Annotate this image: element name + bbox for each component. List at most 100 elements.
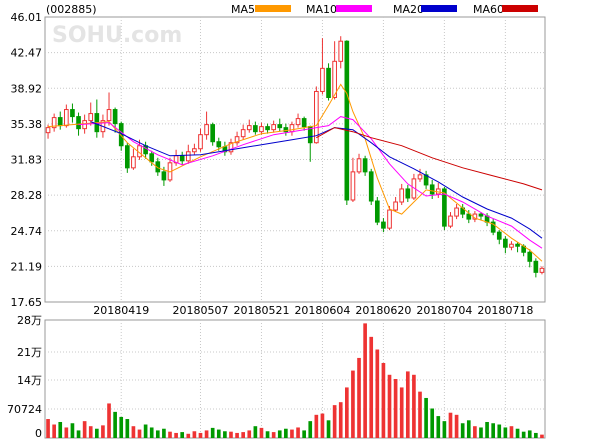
volume-bar: [46, 419, 50, 438]
candle: [210, 122, 216, 146]
volume-grid: [45, 320, 545, 438]
candle-body: [301, 118, 307, 128]
volume-bar: [192, 431, 197, 438]
volume-bar: [320, 413, 325, 438]
price-y-tick-label: 46.01: [11, 11, 43, 24]
legend-ma5-swatch: [255, 5, 291, 12]
volume-bar: [540, 434, 544, 438]
volume-bar: [155, 430, 160, 438]
candle: [259, 122, 264, 135]
candle-body: [429, 184, 435, 195]
candle: [106, 92, 112, 126]
volume-bar: [338, 402, 343, 438]
candle-body: [490, 221, 496, 233]
volume-bar: [314, 414, 319, 438]
volume-bar: [162, 428, 166, 438]
candle-body: [405, 188, 411, 199]
candle-body: [399, 188, 405, 203]
candle: [131, 148, 136, 170]
candle: [265, 123, 270, 134]
candle: [167, 157, 173, 182]
candle: [503, 236, 508, 254]
volume-bar: [204, 430, 209, 438]
volume-bar: [174, 432, 178, 438]
volume-bar: [131, 426, 136, 438]
volume-bar: [473, 426, 477, 438]
candle: [70, 103, 75, 123]
candle-body: [271, 124, 276, 131]
x-tick-label: 20180604: [294, 304, 350, 317]
candle: [307, 125, 313, 162]
volume-bar: [107, 403, 111, 438]
candlestick-series: [45, 36, 545, 278]
watermark: SOHU.com: [52, 23, 182, 48]
candle-body: [442, 188, 447, 227]
candle-body: [240, 129, 246, 138]
volume-bar: [76, 430, 81, 438]
candle-body: [216, 141, 222, 148]
volume-y-axis: 28万 21万 14万 70724 0: [7, 314, 42, 440]
candle-body: [478, 213, 484, 217]
candle: [246, 119, 252, 133]
candle-body: [106, 109, 112, 122]
x-tick-label: 20180419: [93, 304, 149, 317]
candle: [527, 249, 533, 268]
candle-body: [448, 215, 453, 227]
candle: [57, 111, 63, 130]
candle-body: [362, 158, 368, 173]
candle: [405, 184, 411, 203]
candle: [234, 131, 240, 146]
candle-body: [246, 125, 252, 131]
candle-body: [198, 134, 203, 150]
volume-bar: [436, 416, 441, 438]
candle: [496, 230, 502, 245]
candle-body: [210, 124, 216, 143]
volume-bar: [284, 428, 288, 438]
volume-bar: [64, 427, 69, 438]
candle: [423, 170, 429, 189]
candle-body: [326, 67, 331, 98]
volume-bar: [479, 427, 483, 438]
candle-body: [253, 125, 258, 133]
volume-y-tick-label: 70724: [7, 403, 42, 416]
candle-body: [283, 127, 289, 133]
candle-body: [332, 60, 337, 98]
candle: [429, 179, 435, 199]
volume-bar: [119, 416, 124, 438]
candle: [393, 196, 398, 213]
candle-body: [417, 174, 423, 180]
price-grid: [45, 17, 545, 302]
candle: [277, 118, 283, 132]
volume-bar: [101, 425, 105, 438]
volume-bar: [247, 430, 252, 438]
candle-body: [88, 113, 94, 122]
price-y-tick-label: 24.74: [11, 225, 43, 238]
candle-body: [179, 155, 185, 162]
candle: [338, 36, 344, 69]
volume-bar: [70, 423, 75, 438]
candle: [509, 241, 514, 251]
price-y-axis: 46.01 42.47 38.92 35.38 31.83 28.28 24.74 21.19…: [11, 11, 43, 309]
volume-bar: [412, 374, 416, 438]
volume-bar: [442, 421, 447, 438]
ma-line-ma20: [90, 121, 543, 239]
volume-bar: [216, 429, 221, 438]
volume-bar: [277, 430, 282, 438]
candle-body: [314, 90, 319, 144]
candle: [368, 168, 374, 206]
candle-body: [320, 67, 325, 92]
candle-body: [289, 124, 295, 133]
candle-body: [466, 213, 472, 220]
volume-bar: [143, 424, 148, 438]
candle-body: [143, 145, 148, 155]
candle-body: [161, 171, 167, 181]
candle-body: [295, 118, 301, 126]
price-y-tick-label: 21.19: [11, 260, 43, 273]
x-tick-label: 20180620: [355, 304, 411, 317]
legend-ma10-label: MA10: [306, 3, 337, 16]
price-y-tick-label: 28.28: [11, 189, 43, 202]
volume-bar: [95, 428, 99, 438]
volume-bar: [113, 411, 117, 438]
volume-bar: [229, 431, 233, 438]
volume-bar: [180, 432, 185, 438]
